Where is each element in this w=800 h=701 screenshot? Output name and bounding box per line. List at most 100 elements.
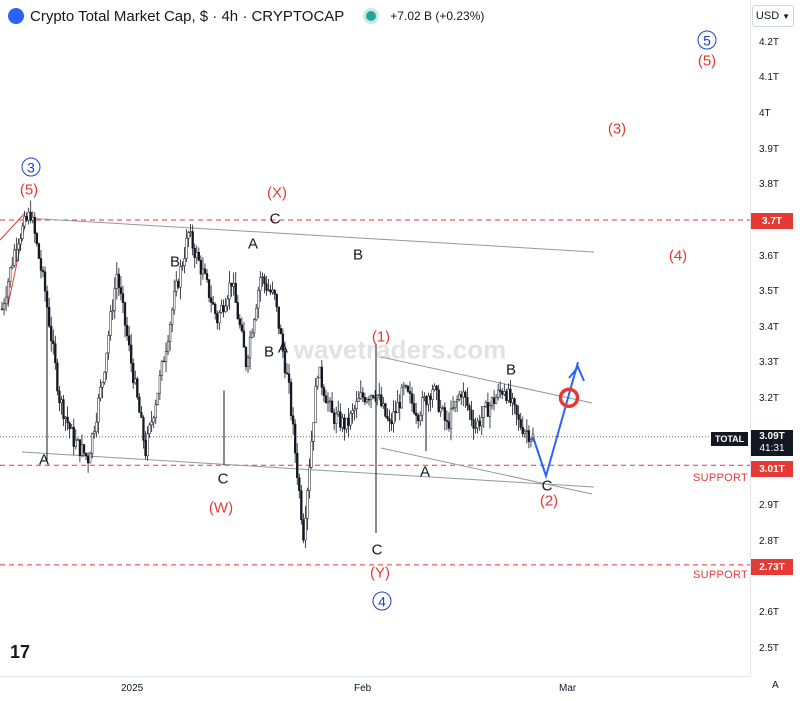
candle-body	[68, 422, 71, 430]
candle-body	[304, 518, 307, 541]
wave-label: A	[247, 235, 259, 253]
candle-body	[316, 377, 319, 387]
candle-body	[228, 282, 231, 300]
candle-body	[52, 340, 55, 344]
price-tick: 4T	[759, 108, 771, 119]
candle-body	[43, 271, 47, 292]
candle-body	[335, 413, 338, 424]
candle-body	[236, 302, 239, 320]
candle-body	[62, 399, 65, 419]
candle-body	[482, 406, 485, 418]
candle-body	[25, 216, 28, 221]
candle-body	[496, 389, 500, 398]
wave-label: (Y)	[370, 564, 390, 582]
candle-body	[117, 273, 121, 288]
candle-body	[291, 415, 295, 425]
candle-body	[361, 392, 364, 398]
candle-body	[273, 289, 276, 295]
candle-body	[154, 404, 157, 419]
candle-body	[462, 391, 465, 398]
candle-body	[257, 290, 260, 309]
candle-body	[314, 385, 317, 423]
candle-body	[300, 490, 303, 521]
candle-body	[396, 401, 399, 414]
market-status-dot-icon	[366, 11, 377, 21]
candle-body	[380, 394, 383, 407]
candle-body	[142, 417, 145, 441]
candle-body	[259, 277, 262, 291]
candle-body	[244, 347, 248, 367]
candle-body	[84, 452, 88, 457]
candle-body	[250, 332, 254, 338]
candle-body	[458, 394, 461, 400]
candle-body	[433, 385, 436, 390]
candle-body	[54, 343, 57, 364]
candle-body	[13, 249, 16, 266]
candle-body	[121, 293, 125, 303]
target-circle-icon	[558, 387, 580, 408]
candle-body	[35, 233, 39, 244]
candle-body	[453, 401, 457, 409]
chart-title[interactable]: Crypto Total Market Cap, $ · 4h · CRYPTO…	[30, 7, 345, 25]
candle-body	[429, 395, 432, 400]
candle-body	[271, 289, 274, 293]
candle-body	[195, 251, 198, 258]
candle-body	[31, 216, 34, 221]
candle-body	[209, 297, 213, 303]
candle-body	[17, 243, 20, 250]
candle-body	[412, 403, 416, 414]
channel-line-recent-lower	[380, 447, 593, 495]
time-axis[interactable]: 2025 Feb Mar	[0, 676, 750, 701]
candle-body	[160, 360, 164, 376]
candle-body	[466, 397, 469, 407]
candle-body	[486, 402, 490, 417]
candle-body	[58, 390, 61, 404]
candle-body	[423, 396, 426, 398]
candle-body	[460, 394, 463, 398]
chart-header: Crypto Total Market Cap, $ · 4h · CRYPTO…	[0, 0, 750, 32]
candle-body	[189, 231, 192, 233]
candle-body	[125, 324, 129, 337]
candle-body	[443, 407, 446, 421]
wave-label: (4)	[668, 247, 688, 265]
support-label-lower: SUPPORT	[693, 569, 749, 581]
auto-scale-button[interactable]: A	[772, 680, 779, 691]
wave-label: C	[371, 541, 383, 559]
candle-body	[171, 309, 174, 325]
candle-body	[101, 382, 104, 388]
candle-body	[439, 407, 442, 412]
price-axis[interactable]: 4.2T 4.1T 4T 3.9T 3.8T 3.6T 3.5T 3.4T 3.…	[750, 0, 800, 676]
candle-body	[60, 399, 63, 404]
candle-body	[509, 388, 512, 404]
candle-body	[507, 388, 510, 401]
wave-label: C	[269, 210, 281, 228]
candle-body	[82, 444, 86, 454]
wave-label: (3)	[607, 120, 627, 138]
candle-body	[355, 401, 358, 410]
candle-body	[484, 402, 487, 407]
candle-body	[386, 416, 389, 419]
candle-body	[277, 306, 280, 329]
wave-label: A	[277, 339, 289, 357]
candle-body	[230, 282, 233, 287]
candle-body	[95, 421, 98, 432]
candle-body	[64, 416, 67, 419]
bar-countdown: 41:31	[759, 443, 785, 454]
candle-body	[4, 296, 8, 305]
candle-body	[435, 385, 438, 391]
candle-body	[123, 302, 127, 326]
wave-label: B	[505, 361, 517, 379]
candle-body	[365, 399, 369, 403]
candle-body	[66, 416, 69, 424]
candle-body	[283, 350, 287, 374]
candle-body	[501, 391, 504, 395]
currency-selector[interactable]: USD ▼	[752, 5, 794, 27]
wave-label: (5)	[697, 52, 717, 70]
wave-label: B	[169, 253, 181, 271]
candle-body	[281, 333, 285, 352]
candle-body	[382, 403, 385, 407]
candle-body	[503, 391, 506, 395]
candle-body	[525, 430, 528, 432]
candle-body	[136, 378, 139, 398]
